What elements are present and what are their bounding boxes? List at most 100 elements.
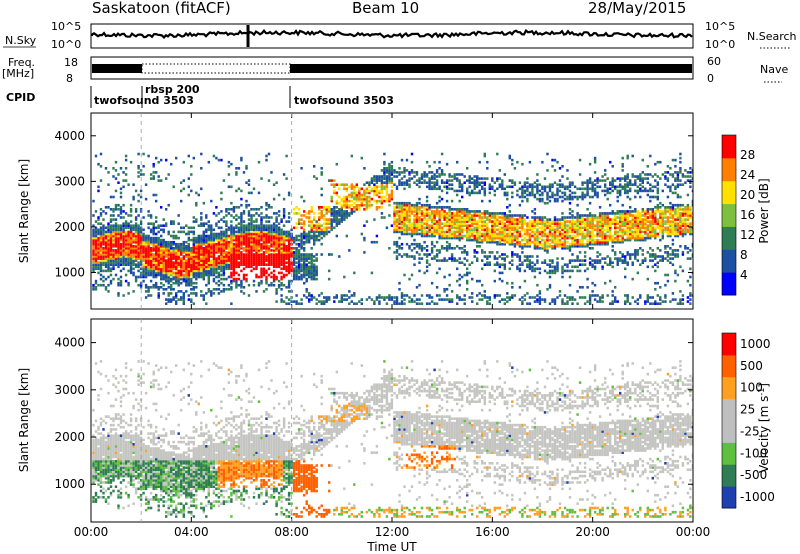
power-cell [450,179,454,182]
power-cell [561,228,564,232]
power-cell [541,160,544,164]
power-cell [230,240,233,244]
power-cell [523,269,527,273]
power-cell [463,234,466,238]
power-cell [548,245,552,248]
power-cell [257,160,261,164]
power-cell [275,228,278,232]
power-cell [511,226,514,230]
power-cell [313,275,316,279]
power-cell [247,226,251,230]
power-cell [235,247,238,250]
power-cell [272,212,276,215]
power-cell [205,273,208,277]
power-cell [438,222,441,225]
power-cell [528,183,532,186]
power-cell [272,259,276,262]
power-cell [172,240,175,244]
power-cell [185,255,188,258]
power-cell [413,226,416,230]
power-cell [287,271,291,275]
power-cell [200,251,203,254]
power-cell [287,249,291,252]
power-cell [568,228,572,232]
power-cell [435,201,439,205]
power-cell [260,269,263,273]
power-cell [325,206,328,209]
power-cell [117,203,120,207]
power-cell [167,247,170,250]
power-cell [566,187,569,191]
power-cell [215,261,218,264]
power-cell [576,224,579,227]
power-cell [99,226,103,230]
power-cell [207,273,210,277]
power-cell [222,271,226,275]
power-cell [453,220,456,223]
power-cell [398,281,401,285]
power-cell [571,224,574,227]
power-cell [215,234,218,238]
power-cell [503,173,506,176]
power-cell [511,263,514,266]
power-cell [242,210,246,213]
power-cell [486,230,489,234]
power-cell [340,206,343,209]
power-cell [378,189,381,193]
power-cell [122,222,125,225]
power-cell [182,296,185,299]
power-cell [157,288,160,291]
power-cell [165,177,168,180]
power-cell [528,259,532,262]
power-cell [147,245,150,248]
power-cell [117,261,120,264]
power-cell [493,236,496,240]
power-cell [571,238,574,242]
power-cell [155,257,158,260]
power-cell [586,218,589,221]
power-cell [466,220,469,223]
power-cell [415,222,419,225]
power-cell [237,247,241,250]
power-cell [192,273,195,277]
power-cell [558,224,562,227]
power-cell [445,298,449,301]
power-cell [102,283,105,287]
power-cell [185,267,188,271]
power-cell [282,242,286,246]
power-cell [548,185,552,189]
power-cell [488,216,491,219]
power-cell [300,255,303,258]
power-cell [403,169,406,172]
power-cell [245,261,248,264]
power-cell [295,269,298,273]
power-cell [160,255,163,258]
power-cell [493,220,496,223]
power-cell [526,255,529,258]
power-cell [240,220,243,223]
power-cell [142,228,145,232]
power-cell [338,255,341,258]
power-cell [109,255,113,258]
power-cell [282,257,286,260]
power-cell [310,296,313,299]
power-cell [187,277,190,281]
power-cell [433,220,436,223]
power-cell [157,249,160,252]
power-cell [543,242,547,246]
power-cell [112,236,115,240]
power-cell [92,228,95,232]
power-cell [99,222,103,225]
power-cell [531,183,534,186]
power-cell [237,222,241,225]
power-cell [573,298,577,301]
power-cell [385,187,389,191]
power-cell [533,195,537,199]
power-cell [536,298,539,301]
power-cell [177,269,180,273]
power-cell [528,234,532,238]
power-cell [255,275,258,279]
power-cell [340,210,343,213]
power-cell [222,242,226,246]
power-cell [207,261,210,264]
